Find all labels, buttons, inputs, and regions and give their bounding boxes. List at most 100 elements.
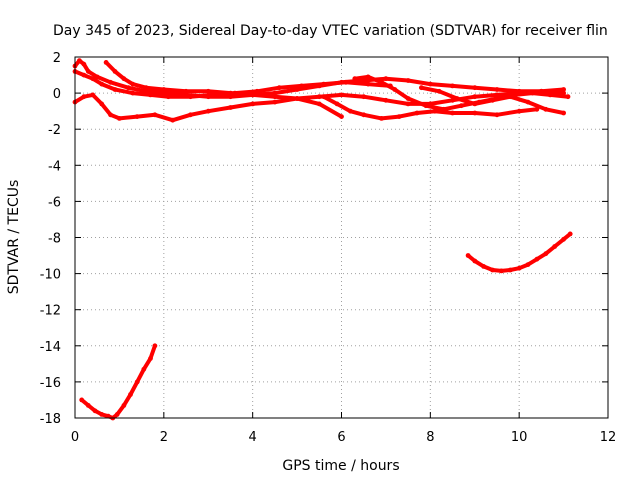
data-point [490, 267, 495, 273]
data-point [530, 90, 535, 96]
y-tick-label: -2 [48, 123, 61, 138]
data-point [99, 412, 105, 417]
y-tick-label: 0 [53, 87, 61, 102]
data-point [543, 106, 549, 112]
series-arc-7 [419, 85, 566, 116]
data-point [299, 83, 304, 89]
data-point [419, 85, 424, 91]
data-point [161, 87, 167, 92]
data-point [383, 76, 389, 82]
x-tick-label: 10 [511, 430, 528, 445]
y-tick-label: -14 [40, 340, 61, 355]
x-tick-label: 0 [71, 430, 79, 445]
data-point [465, 253, 471, 258]
data-point [105, 413, 111, 419]
data-point [250, 92, 256, 98]
data-point [148, 92, 153, 98]
data-point [321, 81, 327, 87]
data-point [112, 69, 118, 74]
series-arc-9 [465, 231, 573, 274]
data-point [507, 94, 513, 100]
data-point [494, 112, 500, 118]
data-point [250, 101, 256, 107]
data-point [92, 408, 98, 414]
data-point [365, 74, 371, 80]
data-point [165, 94, 171, 100]
data-point [499, 268, 504, 274]
data-point [361, 112, 367, 118]
y-axis-label: SDTVAR / TECUs [6, 180, 22, 295]
data-point [383, 97, 389, 103]
data-point [432, 108, 438, 114]
data-point [543, 251, 549, 257]
y-tick-label: -12 [40, 304, 61, 319]
data-point [103, 60, 109, 65]
x-axis-label: GPS time / hours [282, 458, 399, 474]
y-tick-label: -8 [48, 232, 61, 247]
plot-area [72, 58, 573, 421]
chart-title: Day 345 of 2023, Sidereal Day-to-day VTE… [53, 23, 608, 39]
data-point [99, 81, 105, 87]
data-point [316, 101, 322, 107]
data-point [379, 116, 384, 121]
data-point [441, 106, 447, 112]
data-point [436, 88, 442, 94]
data-point [459, 103, 464, 109]
data-point [343, 79, 349, 85]
data-point [472, 101, 478, 107]
x-tick-label: 4 [249, 430, 257, 445]
data-point [90, 76, 96, 82]
data-point [77, 58, 82, 63]
y-tick-label: -4 [48, 159, 61, 174]
data-point [565, 94, 571, 100]
data-point [561, 87, 566, 92]
data-point [121, 76, 127, 82]
data-point [152, 112, 158, 118]
data-point [183, 88, 189, 94]
data-point [130, 90, 136, 96]
y-tick-label: -6 [48, 195, 61, 210]
data-point [561, 236, 566, 242]
series-arc-5 [321, 94, 540, 121]
data-point [321, 94, 327, 100]
data-point [405, 96, 411, 101]
data-point [365, 81, 371, 87]
data-point [423, 103, 429, 109]
data-point [516, 265, 522, 271]
data-point [79, 397, 85, 403]
data-point [141, 366, 147, 372]
y-tick-label: -18 [40, 412, 61, 427]
data-point [339, 114, 344, 119]
data-point [490, 97, 495, 103]
data-point [128, 392, 133, 397]
data-point [143, 85, 149, 91]
data-point [134, 379, 140, 385]
data-point [272, 99, 278, 105]
series-line [352, 74, 570, 112]
series-arc-4 [103, 60, 344, 119]
series-arc-8 [79, 343, 158, 421]
data-point [130, 81, 136, 87]
data-point [450, 110, 455, 116]
data-point [405, 101, 411, 107]
x-tick-label: 2 [160, 430, 168, 445]
data-point [472, 94, 478, 100]
data-point [516, 108, 522, 114]
data-point [81, 72, 87, 78]
data-point [494, 92, 500, 98]
data-point [108, 112, 113, 118]
data-point [561, 110, 566, 116]
data-point [188, 112, 193, 118]
axis-ticks: 0 2 4 6 8 10 12 2 0 -2 -4 -6 -8 -10 -12 -14 -16 -18 [40, 51, 617, 445]
data-point [112, 87, 118, 92]
data-point [99, 101, 105, 107]
data-point [534, 256, 540, 262]
data-point [254, 88, 260, 94]
data-point [152, 343, 158, 349]
data-point [472, 110, 478, 116]
series-arc-3 [72, 87, 566, 123]
data-point [472, 258, 478, 264]
data-point [272, 90, 278, 96]
x-tick-label: 8 [426, 430, 434, 445]
